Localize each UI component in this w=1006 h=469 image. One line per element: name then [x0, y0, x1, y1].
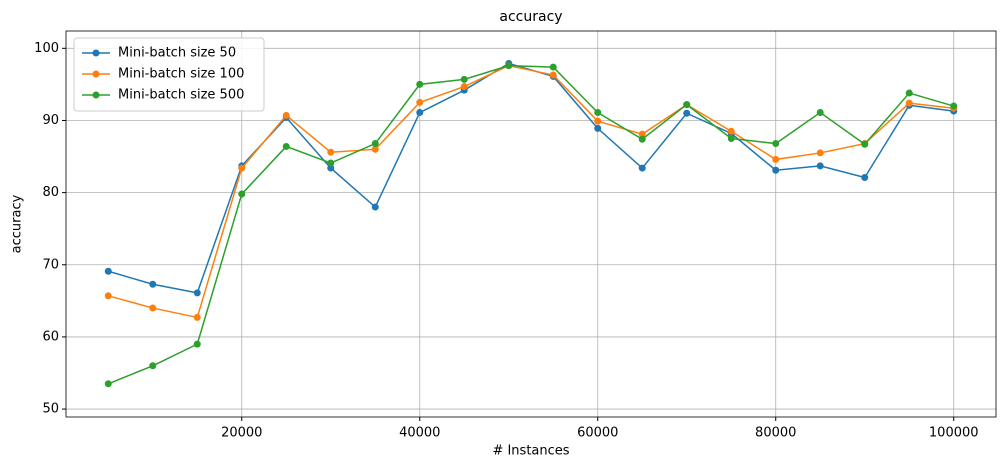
data-point — [149, 280, 157, 288]
data-point — [727, 135, 735, 143]
data-point — [505, 62, 513, 70]
data-point — [193, 313, 201, 321]
data-point — [327, 159, 335, 167]
data-point — [460, 75, 468, 83]
data-point — [104, 292, 112, 300]
legend-label: Mini-batch size 500 — [118, 88, 244, 103]
legend-marker — [92, 49, 100, 57]
data-point — [816, 162, 824, 170]
x-tick-label: 80000 — [755, 426, 796, 441]
x-tick-label: 60000 — [577, 426, 618, 441]
legend-box — [73, 37, 265, 112]
data-point — [238, 190, 246, 198]
data-point — [950, 102, 958, 110]
data-point — [460, 83, 468, 91]
y-axis-label: accuracy — [10, 194, 25, 253]
data-point — [327, 148, 335, 156]
data-point — [638, 135, 646, 143]
data-point — [416, 80, 424, 88]
data-point — [816, 149, 824, 157]
x-tick-label: 100000 — [929, 426, 979, 441]
data-point — [594, 124, 602, 132]
y-tick-label: 60 — [42, 329, 59, 344]
y-tick-label: 90 — [42, 113, 59, 128]
data-point — [371, 203, 379, 211]
y-tick-label: 80 — [42, 185, 59, 200]
legend-label: Mini-batch size 50 — [118, 46, 236, 61]
data-point — [905, 99, 913, 107]
legend-marker — [92, 70, 100, 78]
series-line — [108, 64, 954, 319]
legend-label: Mini-batch size 100 — [118, 67, 244, 82]
data-point — [193, 340, 201, 348]
data-point — [549, 63, 557, 71]
data-point — [371, 145, 379, 153]
data-point — [683, 109, 691, 117]
x-tick-label: 40000 — [399, 426, 440, 441]
data-point — [327, 164, 335, 172]
data-point — [772, 140, 780, 148]
chart-title: accuracy — [499, 9, 562, 25]
data-point — [683, 101, 691, 109]
data-point — [905, 89, 913, 97]
data-point — [193, 289, 201, 297]
data-point — [772, 166, 780, 174]
data-point — [861, 173, 869, 181]
data-point — [727, 127, 735, 135]
data-point — [816, 109, 824, 117]
data-point — [149, 362, 157, 370]
data-point — [371, 140, 379, 148]
data-point — [416, 109, 424, 117]
data-point — [282, 111, 290, 119]
y-tick-label: 70 — [42, 257, 59, 272]
data-point — [104, 380, 112, 388]
legend-marker — [92, 91, 100, 99]
data-point — [861, 140, 869, 148]
data-point — [104, 267, 112, 275]
data-point — [549, 71, 557, 79]
data-point — [638, 130, 646, 138]
x-tick-label: 20000 — [221, 426, 262, 441]
data-point — [238, 164, 246, 172]
data-point — [149, 304, 157, 312]
data-point — [594, 109, 602, 117]
data-point — [772, 155, 780, 163]
data-point — [282, 142, 290, 150]
series-line — [107, 64, 954, 385]
x-axis-label: # Instances — [492, 444, 569, 459]
data-point — [594, 117, 602, 125]
plot-frame — [65, 30, 997, 418]
data-point — [638, 164, 646, 172]
data-point — [416, 98, 424, 106]
y-tick-label: 100 — [34, 41, 59, 56]
y-tick-label: 50 — [42, 402, 59, 417]
